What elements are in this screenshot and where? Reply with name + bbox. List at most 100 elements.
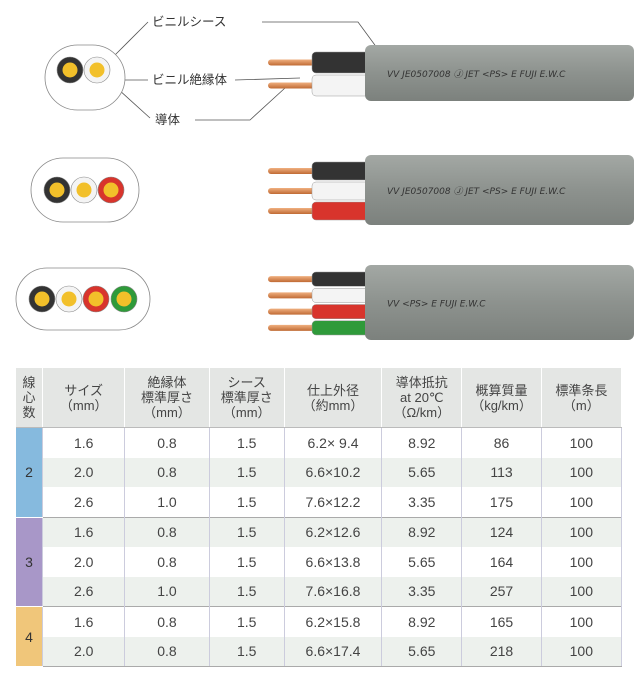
cross-section-conductor [89,62,105,78]
copper-conductor [268,324,318,331]
wire-insulation [311,271,373,287]
column-header: 標準条長 （m） [541,368,623,428]
table-row: 2.0 0.8 1.5 6.6×10.2 5.65 113 100 [16,457,623,487]
table-cell: 5.65 [381,457,463,487]
table-cell: 100 [541,516,623,547]
label-conductor: 導体 [153,112,183,127]
cross-section-conductor [116,291,132,307]
table-cell: 100 [541,487,623,517]
vinyl-sheath [365,45,634,101]
table-cell: 2.0 [42,636,126,667]
table-row: 2.6 1.0 1.5 7.6×16.8 3.35 257 100 [16,576,623,607]
copper-conductor [268,59,318,66]
column-header: サイズ （mm） [42,368,126,428]
table-cell: 100 [541,457,623,487]
column-header: 導体抵抗 at 20℃ （Ω/km） [381,368,463,428]
table-cell: 1.5 [209,487,285,517]
cable-print-text: VV JE0507008 Ⓙ JET <PS> E FUJI E.W.C [387,69,566,80]
wire-insulation [311,288,373,303]
table-row: 4 1.6 0.8 1.5 6.2×15.8 8.92 165 100 [16,606,623,667]
table-cell: 1.0 [124,487,210,517]
cross-section-conductor [103,182,119,198]
label-vinyl-insulation: ビニル絶縁体 [150,72,230,87]
table-cell: 1.0 [124,576,210,607]
table-cell: 2.6 [42,487,126,517]
core-count-cell: 4 [16,606,44,667]
column-header: 絶縁体 標準厚さ （mm） [124,368,210,428]
table-cell: 3.35 [381,576,463,607]
cross-section-conductor [88,291,104,307]
table-cell: 1.5 [209,457,285,487]
table-cell: 1.5 [209,427,285,458]
table-row: 3 1.6 0.8 1.5 6.2×12.6 8.92 124 100 [16,516,623,607]
table-cell: 124 [461,516,542,547]
table-cell: 0.8 [124,606,210,637]
table-cell: 6.6×17.4 [284,636,383,667]
table-cell: 7.6×16.8 [284,576,383,607]
table-cell: 1.6 [42,516,126,547]
label-vinyl-sheath: ビニルシース [150,14,229,29]
spec-table: 線 心 数サイズ （mm） 絶縁体 標準厚さ （mm） シース 標準厚さ （mm）仕… [16,368,623,667]
column-header: シース 標準厚さ （mm） [209,368,285,428]
table-cell: 1.6 [42,606,126,637]
table-row: 2 1.6 0.8 1.5 6.2× 9.4 8.92 86 100 [16,427,623,518]
cross-section-sheath [44,44,126,111]
copper-conductor [268,292,318,299]
vinyl-sheath [365,155,634,225]
table-row: 2.0 0.8 1.5 6.6×17.4 5.65 218 100 [16,636,623,667]
cross-section-conductor [62,62,78,78]
table-cell: 8.92 [381,516,463,547]
table-cell: 8.92 [381,427,463,458]
core-count-cell: 3 [16,516,44,607]
table-cell: 2.6 [42,576,126,607]
table-cell: 0.8 [124,457,210,487]
table-cell: 1.6 [42,427,126,458]
table-cell: 0.8 [124,427,210,458]
table-cell: 165 [461,606,542,637]
table-cell: 100 [541,547,623,577]
copper-conductor [268,168,318,174]
copper-conductor [268,82,318,89]
table-cell: 1.5 [209,606,285,637]
core-count-cell: 2 [16,427,44,518]
table-cell: 2.0 [42,547,126,577]
cable-print-text: VV <PS> E FUJI E.W.C [387,300,486,310]
table-cell: 6.2× 9.4 [284,427,383,458]
table-cell: 100 [541,636,623,667]
table-cell: 6.6×13.8 [284,547,383,577]
cable-illustrations: VV JE0507008 Ⓙ JET <PS> E FUJI E.W.C VV J… [15,21,634,340]
wire-insulation [311,181,373,201]
table-cell: 1.5 [209,576,285,607]
table-cell: 5.65 [381,547,463,577]
table-cell: 100 [541,606,623,637]
table-row: 2.6 1.0 1.5 7.6×12.2 3.35 175 100 [16,487,623,517]
table-row: 2.0 0.8 1.5 6.6×13.8 5.65 164 100 [16,547,623,577]
wire-insulation [311,161,373,181]
cable-print-text: VV JE0507008 Ⓙ JET <PS> E FUJI E.W.C [387,186,566,197]
table-cell: 5.65 [381,636,463,667]
two-core-cable: VV JE0507008 Ⓙ JET <PS> E FUJI E.W.C [44,44,634,111]
wire-insulation [311,74,373,97]
table-cell: 100 [541,576,623,607]
wire-insulation [311,304,373,319]
table-cell: 113 [461,457,542,487]
table-cell: 7.6×12.2 [284,487,383,517]
table-cell: 0.8 [124,547,210,577]
vinyl-sheath [365,265,634,340]
cross-section-conductor [49,182,65,198]
table-cell: 164 [461,547,542,577]
table-cell: 1.5 [209,636,285,667]
column-header: 概算質量 （kg/km） [461,368,542,428]
four-core-cable: VV <PS> E FUJI E.W.C [15,265,634,340]
table-cell: 218 [461,636,542,667]
table-cell: 1.5 [209,516,285,547]
copper-conductor [268,276,318,283]
copper-conductor [268,308,318,315]
wire-insulation [311,51,373,74]
wire-insulation [311,320,373,336]
cross-section-conductor [76,182,92,198]
table-cell: 2.0 [42,457,126,487]
table-cell: 0.8 [124,516,210,547]
table-cell: 6.2×15.8 [284,606,383,637]
three-core-cable: VV JE0507008 Ⓙ JET <PS> E FUJI E.W.C [30,155,634,225]
